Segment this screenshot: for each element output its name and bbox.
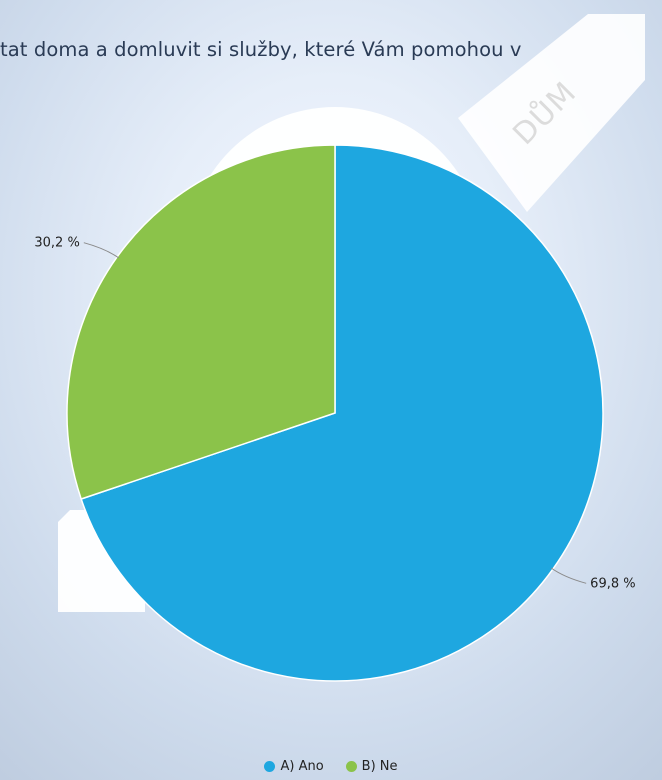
data-label-ne: 30,2 % <box>34 236 79 251</box>
legend-label-ne: B) Ne <box>361 759 398 774</box>
label-connector-ano <box>550 567 587 584</box>
legend-item-ano[interactable]: A) Ano <box>264 759 324 774</box>
legend-label-ano: A) Ano <box>280 759 324 774</box>
legend-swatch-ne <box>345 761 357 772</box>
pie-chart <box>66 144 604 682</box>
chart-title: tat doma a domluvit si služby, které Vám… <box>0 38 522 61</box>
data-label-ano: 69,8 % <box>590 576 635 591</box>
legend-swatch-ano <box>264 761 276 772</box>
label-connector-ne <box>83 242 120 259</box>
chart-legend: A) Ano B) Ne <box>0 759 662 774</box>
legend-item-ne[interactable]: B) Ne <box>345 759 398 774</box>
pie-data-labels: 69,8 % 30,2 % <box>34 236 635 592</box>
